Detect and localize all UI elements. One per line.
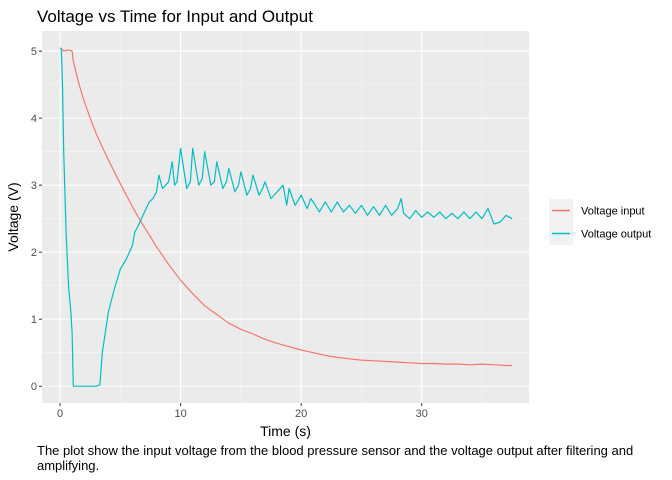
legend-key-background	[549, 199, 573, 245]
series-line-voltage-input	[59, 47, 513, 367]
legend-label: Voltage output	[581, 229, 651, 241]
x-tick-label: 10	[175, 408, 187, 420]
y-tick-label: 3	[31, 180, 37, 192]
chart-title: Voltage vs Time for Input and Output	[37, 7, 313, 26]
y-tick-label: 5	[31, 46, 37, 58]
legend: Voltage input Voltage output	[549, 199, 651, 245]
y-tick-label: 4	[31, 113, 37, 125]
figure-caption: The plot show the input voltage from the…	[37, 443, 634, 473]
y-tick-label: 0	[31, 381, 37, 393]
x-tick-label: 30	[416, 408, 428, 420]
y-tick-label: 2	[31, 247, 37, 259]
legend-label: Voltage input	[581, 206, 645, 218]
line-chart: Voltage vs Time for Input and Output 0 10…	[5, 7, 651, 439]
plot-area: 0 10 20 30 0 1 2 3 4 5	[31, 31, 529, 420]
y-tick-label: 1	[31, 314, 37, 326]
series-line-voltage-output	[60, 47, 513, 387]
x-axis-label: Time (s)	[260, 423, 311, 439]
y-axis-label: Voltage (V)	[5, 182, 21, 251]
x-tick-label: 0	[57, 408, 63, 420]
x-tick-label: 20	[295, 408, 307, 420]
